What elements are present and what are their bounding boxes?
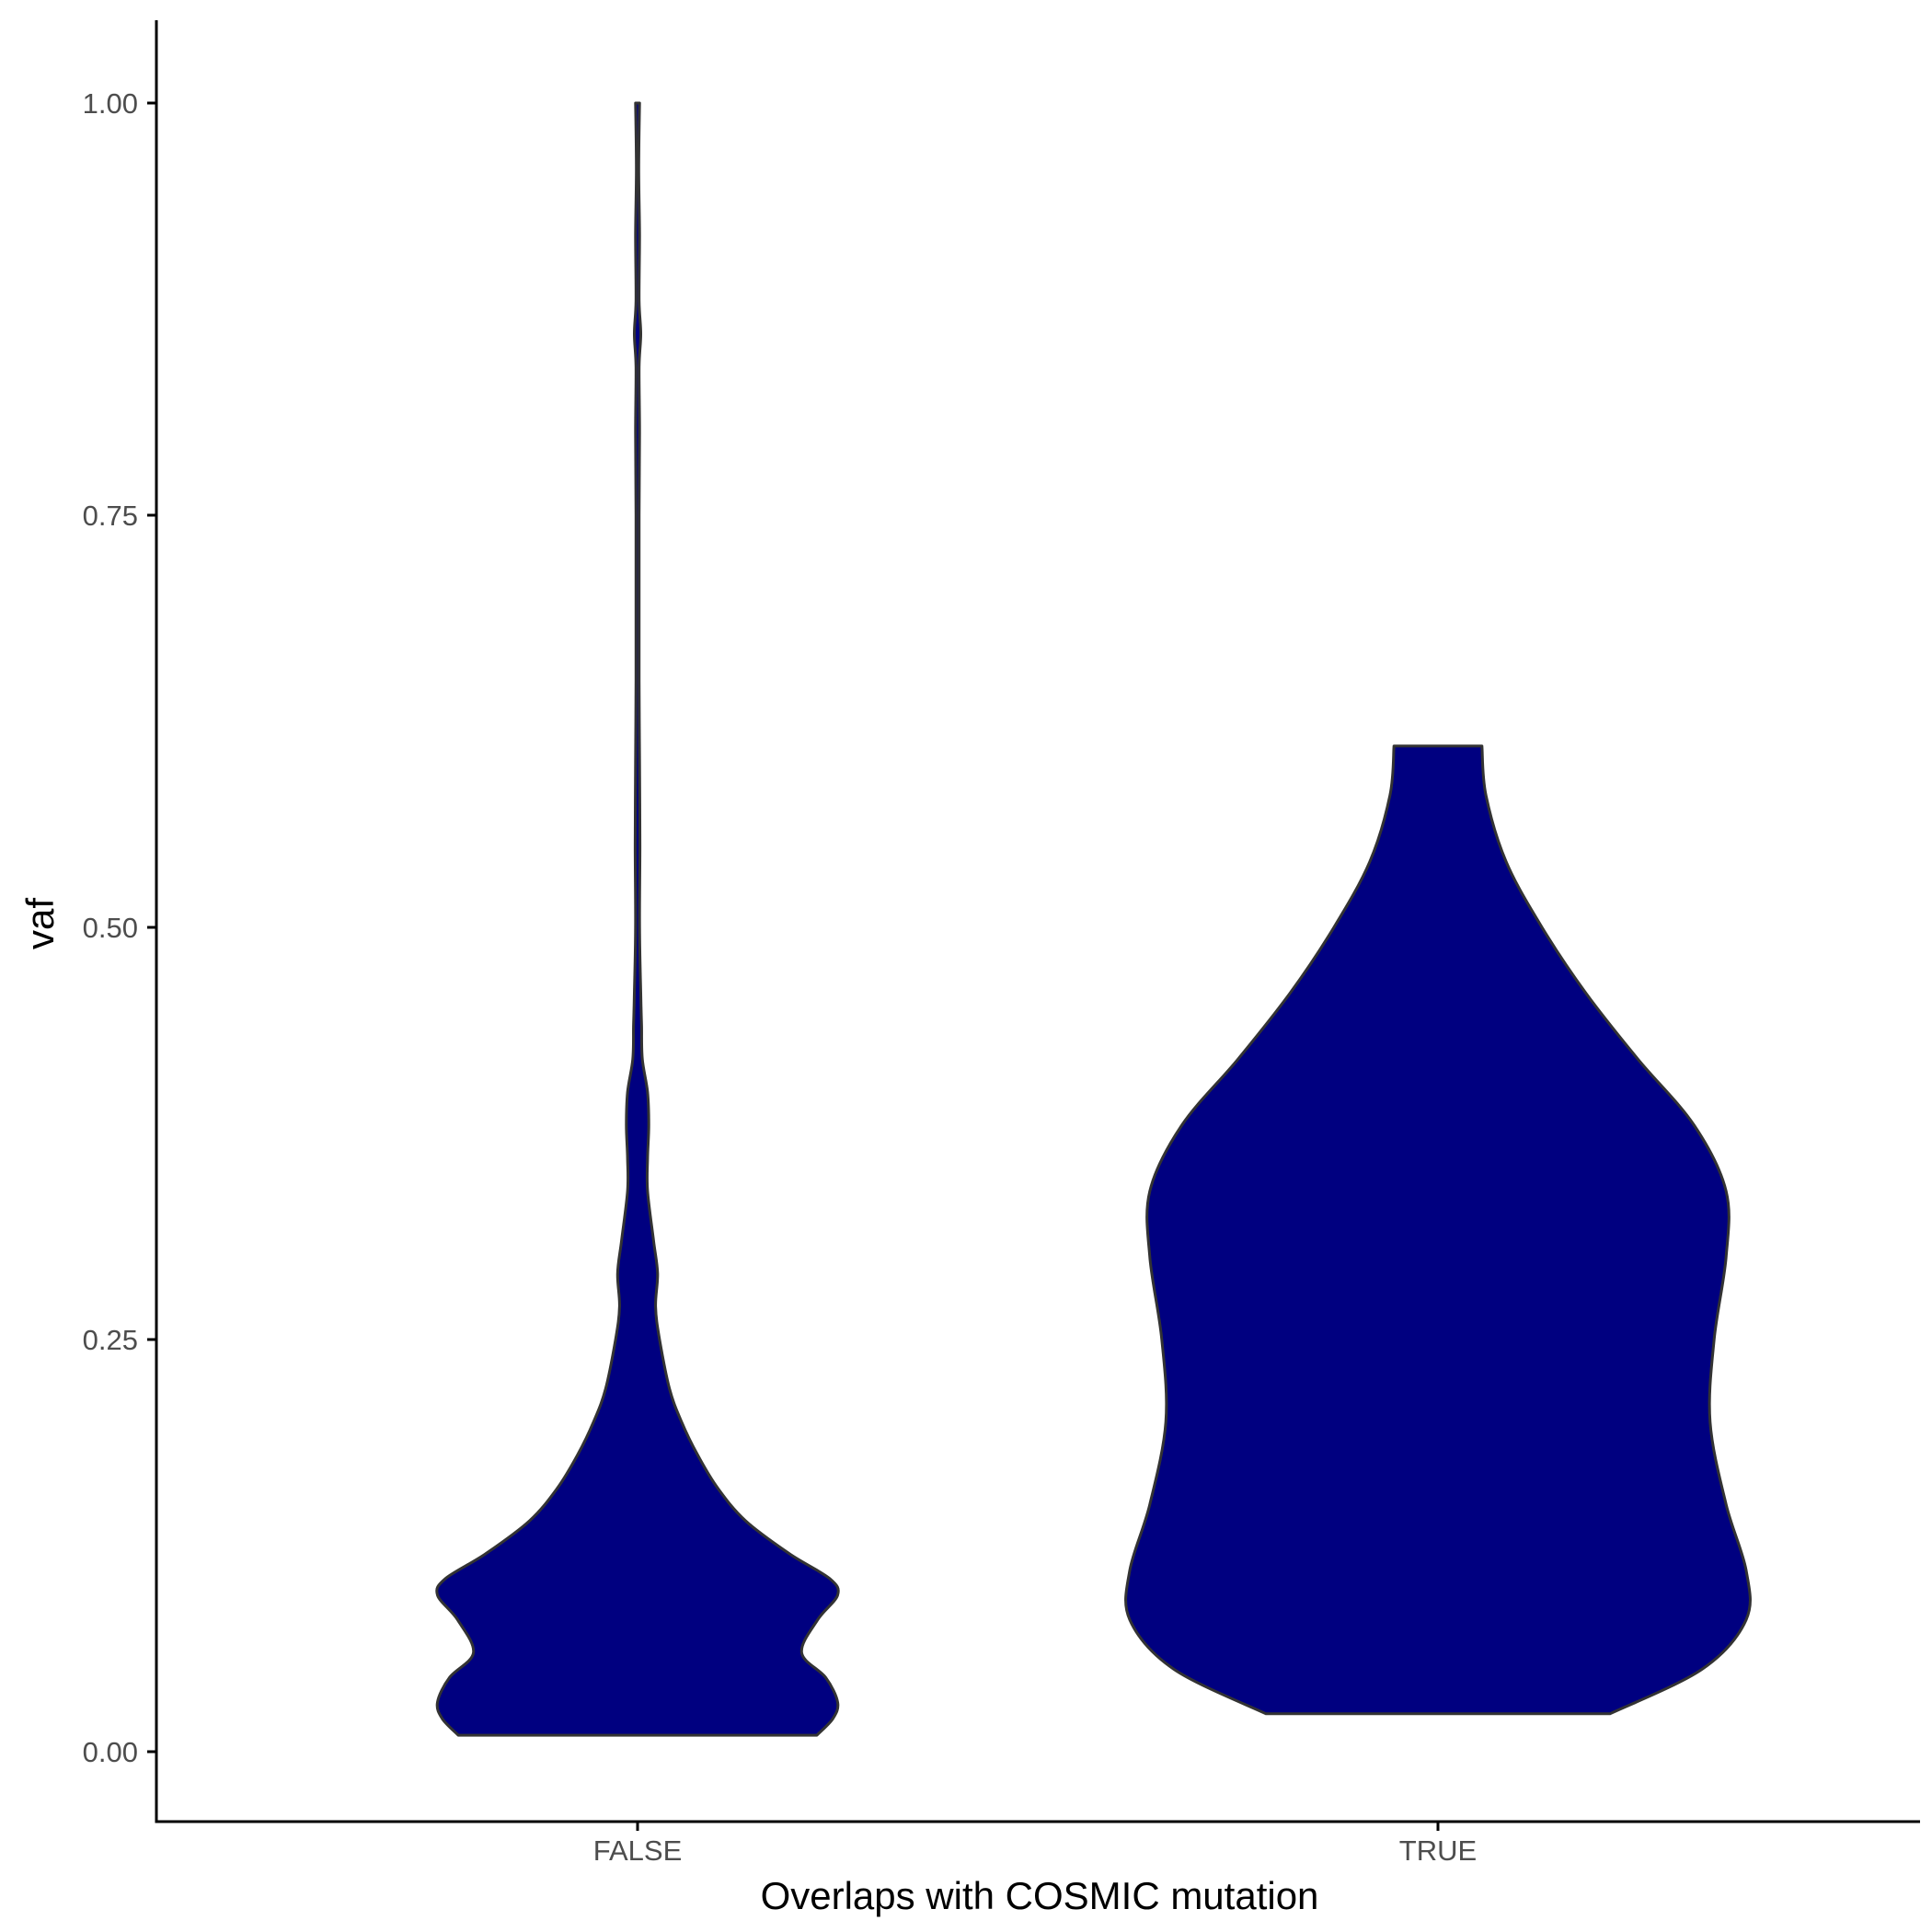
x-tick-label: FALSE bbox=[593, 1834, 683, 1867]
x-axis-title: Overlaps with COSMIC mutation bbox=[761, 1874, 1319, 1917]
y-tick-label: 0.75 bbox=[83, 500, 138, 532]
y-tick-label: 0.50 bbox=[83, 912, 138, 944]
y-tick-label: 0.25 bbox=[83, 1324, 138, 1356]
y-tick-label: 1.00 bbox=[83, 87, 138, 120]
violin-true bbox=[1124, 744, 1752, 1716]
violin-false bbox=[435, 101, 840, 1737]
x-tick-label: TRUE bbox=[1399, 1834, 1477, 1867]
y-tick-label: 0.00 bbox=[83, 1736, 138, 1768]
violin-group bbox=[435, 101, 1752, 1737]
x-axis-ticks: FALSE TRUE bbox=[593, 1822, 1477, 1867]
y-axis-title: vaf bbox=[18, 898, 62, 949]
y-axis-ticks: 0.00 0.25 0.50 0.75 1.00 bbox=[83, 87, 156, 1768]
